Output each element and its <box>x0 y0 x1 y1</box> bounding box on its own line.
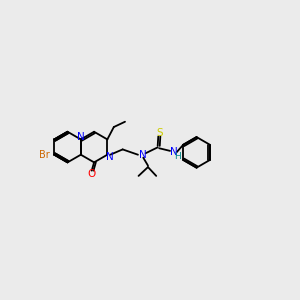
Text: N: N <box>77 132 85 142</box>
Text: O: O <box>88 169 96 179</box>
Text: N: N <box>140 150 147 160</box>
Text: N: N <box>106 152 114 162</box>
Text: N: N <box>170 147 178 158</box>
Text: Br: Br <box>40 150 50 160</box>
Text: S: S <box>156 128 163 138</box>
Text: H: H <box>174 152 181 161</box>
